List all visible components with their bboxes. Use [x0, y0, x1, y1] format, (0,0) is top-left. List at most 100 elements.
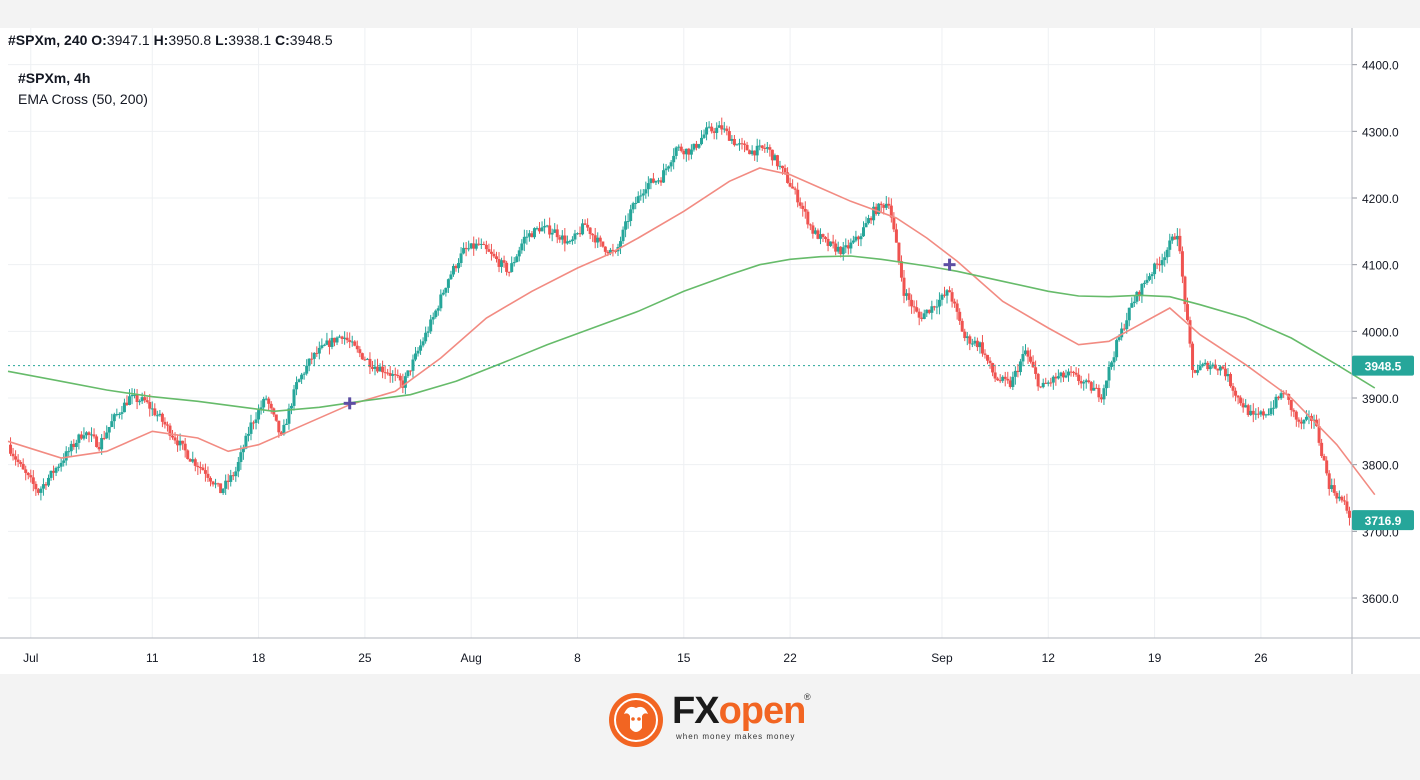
- current-price-text: 3948.5: [1365, 360, 1402, 374]
- ema-line-ema-200: [7, 255, 1376, 413]
- candle-body: [654, 181, 658, 183]
- candle-body: [1317, 426, 1321, 443]
- candle-body: [370, 367, 374, 369]
- candle-body: [1044, 382, 1048, 384]
- brand-fx: FX: [672, 690, 720, 732]
- candle-body: [1061, 372, 1065, 378]
- candle-body: [986, 354, 990, 361]
- candle-body: [725, 128, 729, 132]
- price-chart[interactable]: 3600.03700.03800.03900.04000.04100.04200…: [0, 28, 1420, 674]
- candle-body: [968, 336, 972, 344]
- candle-body: [446, 279, 450, 288]
- candle-body: [1049, 382, 1053, 384]
- candle-body: [163, 421, 167, 425]
- candle-body: [150, 408, 154, 410]
- candle-body: [1097, 387, 1101, 398]
- candle-body: [1340, 496, 1344, 501]
- candle-body: [1246, 405, 1250, 415]
- candle-body: [241, 448, 245, 453]
- candle-body: [1127, 307, 1131, 321]
- candle-body: [1163, 257, 1167, 261]
- candle-body: [1208, 366, 1212, 370]
- candle-body: [122, 402, 126, 413]
- chart-panel[interactable]: 3600.0 3700.0 3800.0 3900.0 4000.0 4100.0 4200…: [0, 28, 1420, 674]
- candle-body: [720, 125, 724, 130]
- candle-body: [674, 147, 678, 156]
- candle-body: [1011, 376, 1015, 387]
- candle-body: [953, 301, 957, 304]
- candle-body: [525, 236, 529, 238]
- candle-body: [646, 183, 650, 190]
- candle-body: [221, 488, 225, 494]
- candle-body: [1067, 371, 1071, 376]
- candle-body: [1168, 240, 1172, 250]
- legend-indicator[interactable]: EMA Cross (50, 200): [18, 91, 148, 107]
- candle-body: [87, 432, 91, 435]
- candle-body: [494, 256, 498, 260]
- candle-body: [24, 469, 28, 473]
- candle-body: [145, 400, 149, 403]
- candle-body: [277, 420, 281, 433]
- candle-body: [1170, 236, 1174, 241]
- candle-body: [74, 442, 78, 447]
- candle-body: [700, 137, 704, 145]
- candle-body: [203, 470, 207, 474]
- candle-body: [512, 262, 516, 264]
- candle-body: [672, 155, 676, 163]
- candle-body: [965, 336, 969, 339]
- candle-body: [522, 236, 526, 244]
- candle-body: [760, 145, 764, 148]
- candle-body: [988, 360, 992, 364]
- candle-body: [877, 203, 881, 215]
- candle-body: [484, 244, 488, 250]
- candle-body: [307, 358, 311, 366]
- candle-body: [62, 460, 66, 463]
- candle-body: [365, 358, 369, 360]
- candle-body: [472, 243, 476, 249]
- close-label: C:: [275, 32, 290, 48]
- candle-body: [1231, 386, 1235, 391]
- candle-body: [1266, 414, 1270, 416]
- y-tick-label: 4400.0: [1362, 59, 1399, 73]
- candle-body: [717, 125, 721, 128]
- candle-body: [267, 398, 271, 404]
- candle-body: [775, 155, 779, 167]
- candle-body: [249, 422, 253, 434]
- candle-body: [479, 243, 483, 245]
- candle-body: [1261, 411, 1265, 416]
- candle-body: [186, 450, 190, 459]
- x-tick-label: Sep: [931, 651, 953, 665]
- candle-body: [376, 366, 380, 372]
- candle-body: [1026, 350, 1030, 357]
- candle-body: [818, 234, 822, 239]
- candle-body: [408, 370, 412, 372]
- candle-body: [502, 260, 506, 263]
- candle-body: [849, 242, 853, 249]
- candle-body: [745, 144, 749, 151]
- candle-body: [449, 274, 453, 280]
- candle-body: [1148, 276, 1152, 280]
- candle-body: [411, 359, 415, 371]
- candle-body: [634, 202, 638, 204]
- candle-body: [558, 237, 562, 240]
- candle-body: [216, 483, 220, 485]
- candle-body: [816, 230, 820, 239]
- candle-body: [297, 379, 301, 383]
- candle-body: [963, 331, 967, 339]
- candle-body: [905, 293, 909, 296]
- candle-body: [892, 217, 896, 230]
- candle-body: [219, 483, 223, 494]
- ema-lines: [7, 167, 1376, 496]
- candle-body: [1274, 396, 1278, 408]
- candle-body: [1142, 282, 1146, 284]
- high-value: 3950.8: [168, 32, 212, 48]
- candle-body: [1203, 362, 1207, 365]
- candle-body: [1342, 500, 1346, 502]
- candle-body: [279, 432, 283, 435]
- candle-body: [29, 475, 33, 478]
- chart-legend[interactable]: #SPXm, 4h EMA Cross (50, 200): [18, 68, 148, 110]
- candle-body: [386, 372, 390, 374]
- candle-body: [798, 202, 802, 206]
- candle-body: [112, 414, 116, 422]
- candle-body: [639, 195, 643, 197]
